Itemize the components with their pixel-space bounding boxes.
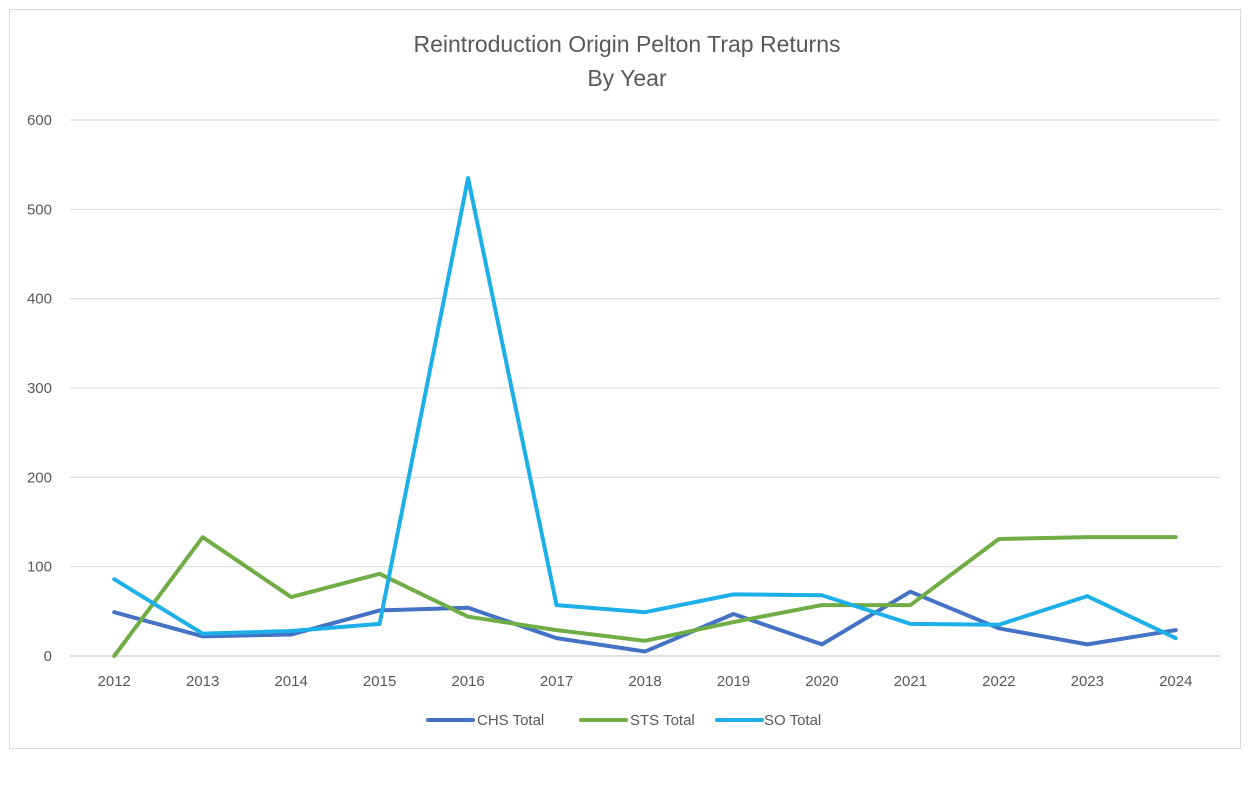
x-tick-label: 2019 [717, 673, 750, 690]
x-tick-label: 2012 [98, 673, 131, 690]
chart-title-line-2: By Year [587, 65, 667, 91]
series-line-chs-total [112, 589, 1178, 654]
chart-title: Reintroduction Origin Pelton Trap Return… [414, 31, 841, 91]
legend: CHS Total STS Total SO Total [426, 712, 821, 729]
x-tick-label: 2024 [1159, 673, 1192, 690]
y-tick-label: 100 [27, 559, 52, 576]
series-line-sts-total [112, 535, 1178, 658]
y-tick-label: 300 [27, 380, 52, 397]
legend-label: CHS Total [477, 712, 544, 729]
gridlines [70, 119, 1220, 657]
series-lines [112, 176, 1178, 658]
x-tick-label: 2023 [1071, 673, 1104, 690]
y-tick-label: 400 [27, 291, 52, 308]
x-tick-label: 2016 [451, 673, 484, 690]
legend-label: STS Total [630, 712, 695, 729]
chart-title-line-1: Reintroduction Origin Pelton Trap Return… [414, 31, 841, 57]
y-axis-ticks: 0 100 200 300 400 500 600 [27, 112, 52, 665]
x-tick-label: 2022 [982, 673, 1015, 690]
y-tick-label: 0 [44, 648, 52, 665]
y-tick-label: 600 [27, 112, 52, 129]
x-tick-label: 2021 [894, 673, 927, 690]
x-tick-label: 2013 [186, 673, 219, 690]
y-tick-label: 500 [27, 201, 52, 218]
x-axis-ticks: 2012 2013 2014 2015 2016 2017 2018 2019 2020 2021… [98, 673, 1193, 690]
x-tick-label: 2018 [628, 673, 661, 690]
legend-label: SO Total [764, 712, 821, 729]
x-tick-label: 2017 [540, 673, 573, 690]
x-tick-label: 2015 [363, 673, 396, 690]
x-tick-label: 2020 [805, 673, 838, 690]
y-tick-label: 200 [27, 469, 52, 486]
series-line-so-total [112, 176, 1178, 641]
x-tick-label: 2014 [274, 673, 307, 690]
chart-frame [9, 9, 1241, 749]
